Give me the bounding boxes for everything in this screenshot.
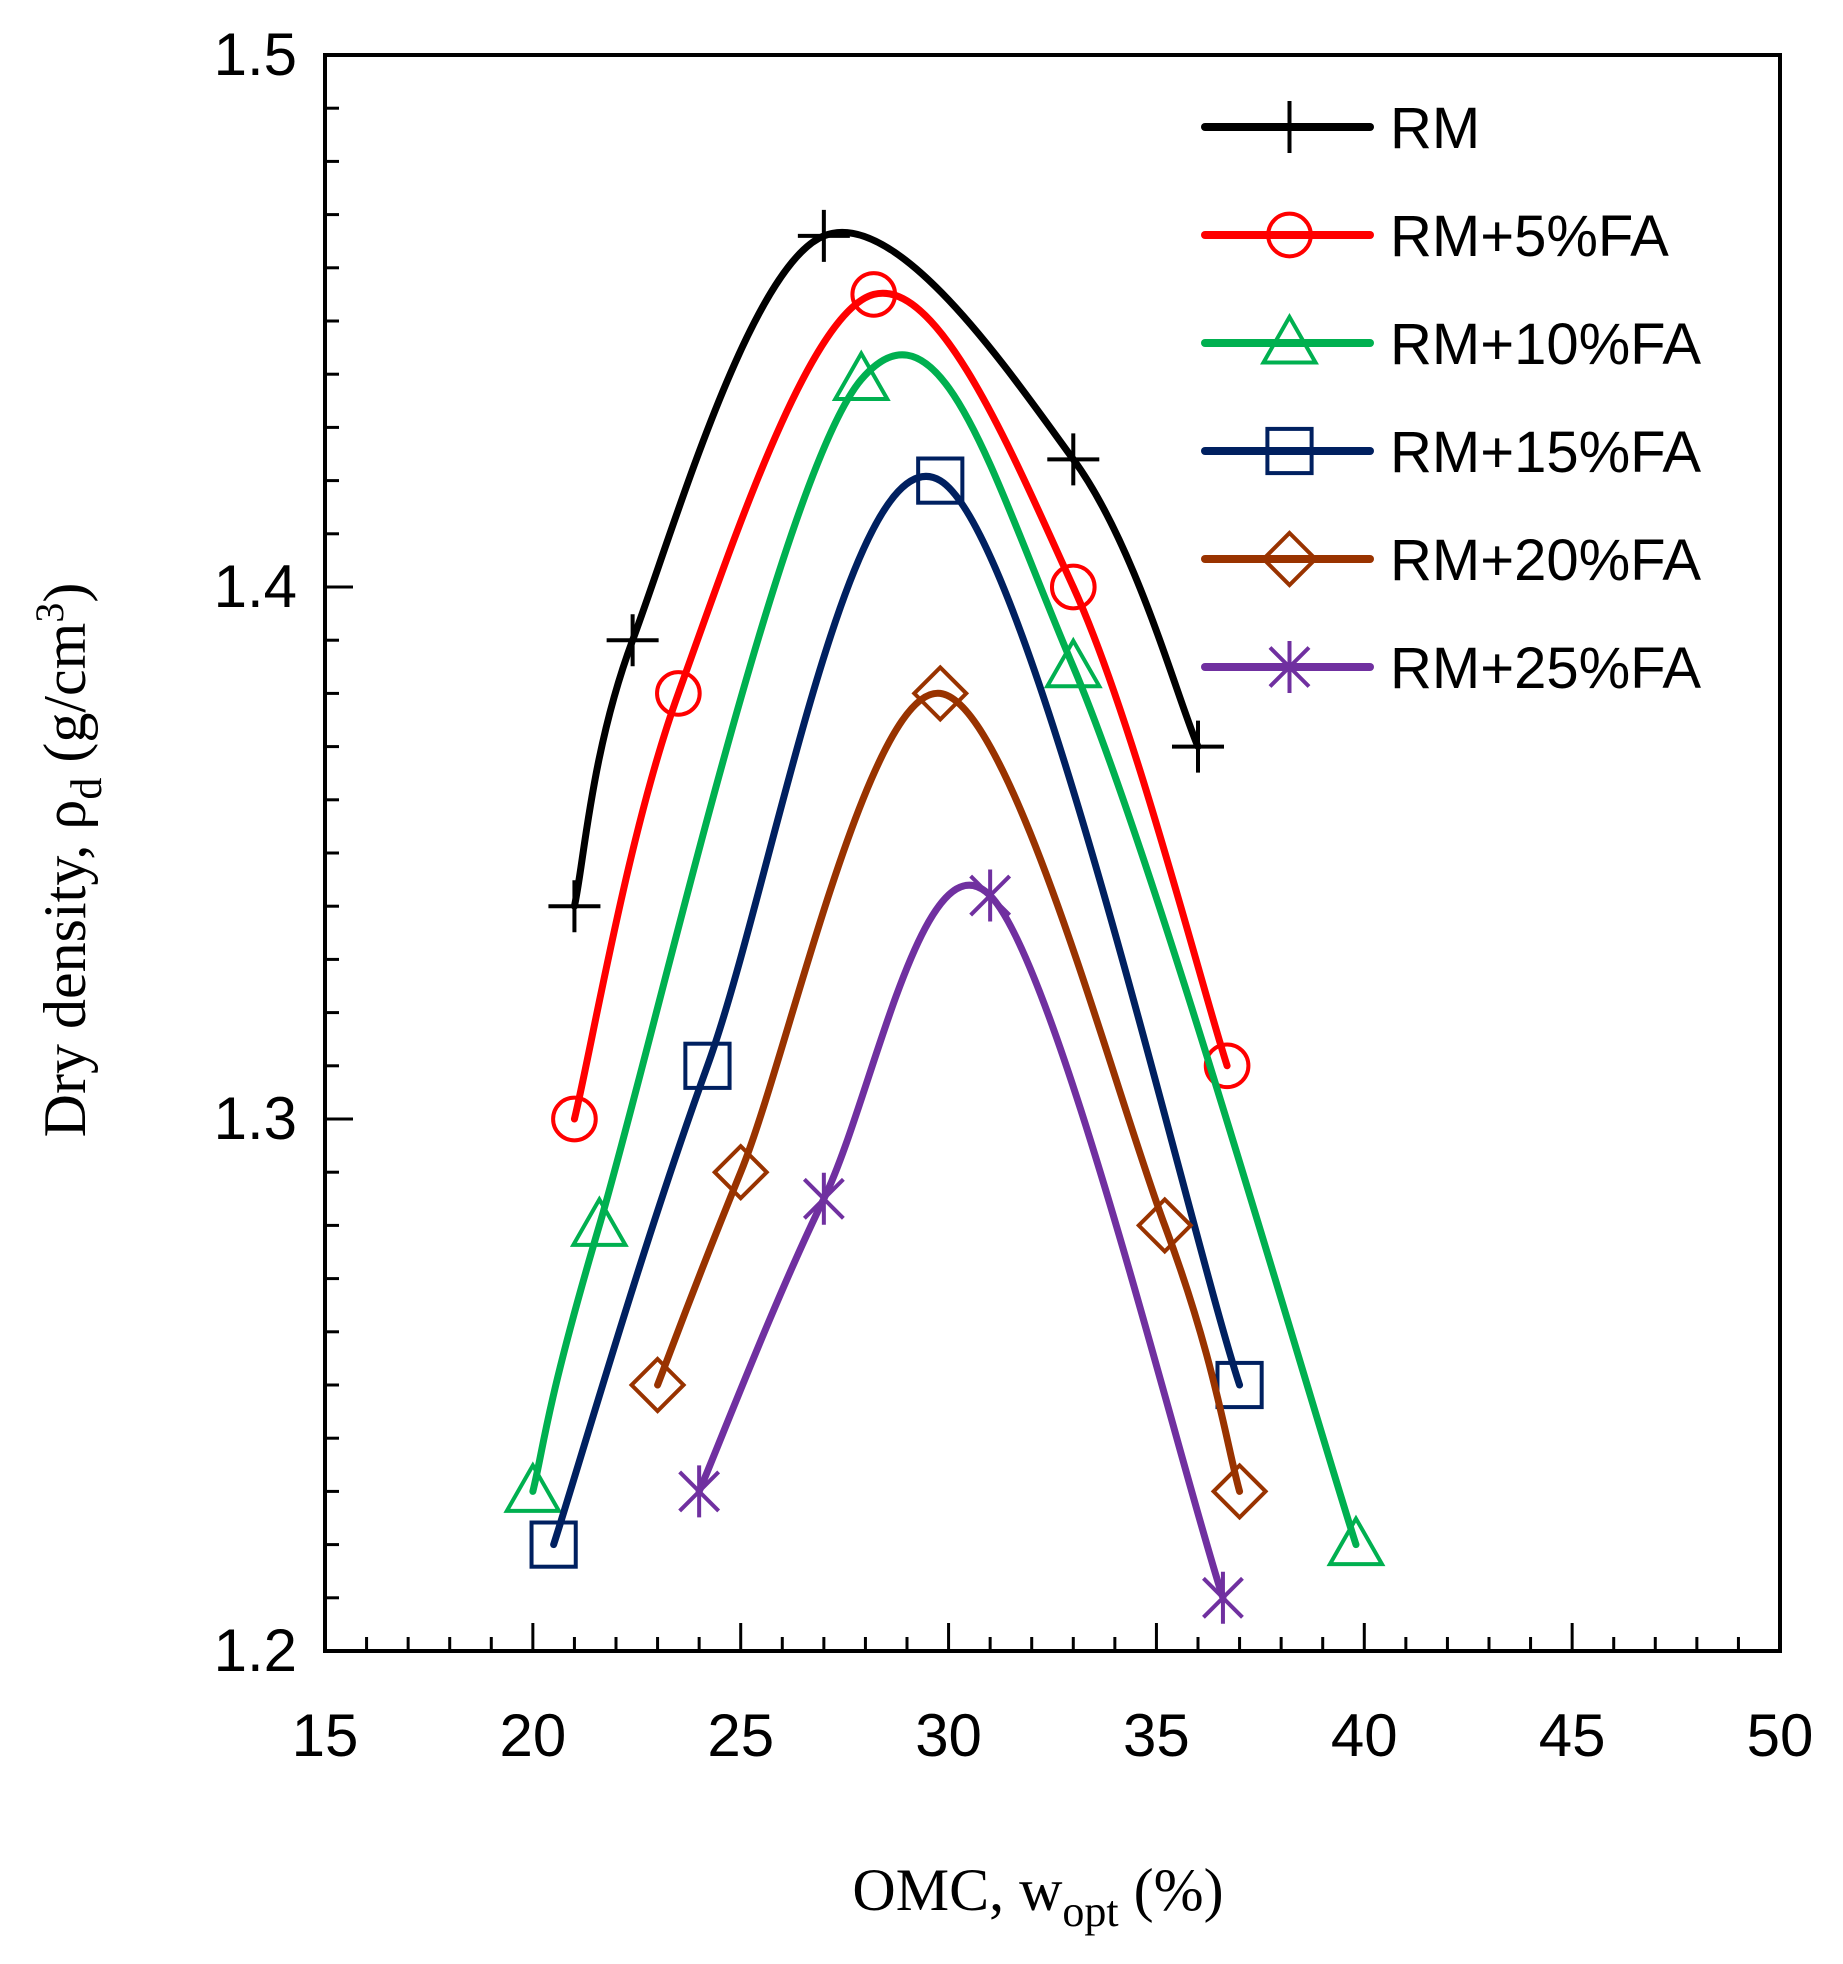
legend-label: RM: [1390, 96, 1480, 161]
series-0: [548, 209, 1224, 933]
data-point: [850, 271, 898, 318]
data-point: [1202, 1571, 1244, 1624]
legend-marker: [1266, 211, 1313, 259]
data-point: [1049, 563, 1097, 611]
data-point: [551, 1095, 598, 1143]
legend-item: RM+20%FA: [1201, 528, 1701, 593]
legend-marker: [1265, 426, 1314, 476]
data-point: [916, 456, 965, 505]
legend-item: RM+5%FA: [1201, 204, 1669, 269]
data-point: [503, 1461, 563, 1513]
legend-marker: [1263, 101, 1316, 153]
data-point: [529, 1520, 578, 1569]
series-line: [550, 473, 1244, 1549]
legend-item: RM: [1201, 96, 1480, 161]
x-tick-label: 20: [499, 1702, 566, 1769]
legend-item: RM+15%FA: [1201, 420, 1701, 485]
legend-label: RM+25%FA: [1390, 636, 1701, 701]
series-1: [551, 271, 1251, 1143]
legend-item: RM+10%FA: [1201, 312, 1701, 377]
data-point: [969, 869, 1012, 922]
x-axis-title: OMC, wopt (%): [852, 1857, 1223, 1936]
legend-label: RM+20%FA: [1390, 528, 1701, 593]
legend-marker: [1268, 641, 1311, 693]
data-point: [1135, 1196, 1194, 1255]
x-tick-label: 35: [1123, 1702, 1190, 1769]
legend-label: RM+10%FA: [1390, 312, 1701, 377]
series-line: [529, 351, 1360, 1549]
x-tick-label: 30: [915, 1702, 982, 1769]
series-4: [628, 664, 1269, 1521]
legend-marker: [1260, 530, 1319, 588]
x-tick-label: 40: [1331, 1702, 1398, 1769]
legend-label: RM+5%FA: [1390, 204, 1669, 269]
data-point: [569, 1195, 629, 1247]
data-point: [678, 1465, 721, 1518]
data-point: [628, 1356, 687, 1414]
x-tick-label: 15: [292, 1702, 359, 1769]
axes: 15 20 25 30 35 40 45 50 1.2 1.3 1.4 1.5: [214, 21, 1814, 1769]
data-point: [1047, 433, 1100, 486]
data-point: [655, 670, 702, 717]
data-point: [797, 209, 850, 262]
legend-label: RM+15%FA: [1390, 420, 1701, 485]
series-line: [570, 289, 1231, 1123]
data-point: [802, 1172, 845, 1225]
x-tick-label: 45: [1539, 1702, 1606, 1769]
y-tick-label: 1.2: [214, 1617, 297, 1684]
x-tick-label: 50: [1747, 1702, 1814, 1769]
series-line: [695, 881, 1227, 1602]
legend: RM RM+5%FA RM+10%FA RM+15%FA RM+20%FA RM+25%F…: [1201, 96, 1701, 701]
data-point: [1172, 720, 1224, 773]
plot-frame: [323, 53, 1782, 1653]
series-2: [503, 349, 1386, 1567]
y-tick-label: 1.3: [214, 1085, 297, 1152]
series-layer: [503, 209, 1386, 1624]
series-5: [678, 869, 1244, 1624]
series-line: [654, 689, 1244, 1495]
data-point: [1210, 1462, 1269, 1521]
data-point: [606, 614, 659, 667]
legend-item: RM+25%FA: [1201, 636, 1701, 701]
legend-marker: [1260, 312, 1319, 365]
data-point: [911, 664, 970, 723]
data-point: [1043, 636, 1103, 689]
data-point: [711, 1143, 770, 1202]
y-tick-label: 1.5: [214, 21, 297, 88]
y-tick-label: 1.4: [214, 553, 297, 620]
data-point: [1203, 1042, 1251, 1090]
x-tick-label: 25: [707, 1702, 774, 1769]
data-point: [831, 349, 891, 402]
data-point: [1326, 1514, 1386, 1567]
data-point: [548, 880, 601, 933]
y-axis-title: Dry density, ρd (g/cm3): [27, 583, 111, 1138]
plot-area: [323, 53, 1782, 1653]
data-point: [683, 1041, 732, 1090]
